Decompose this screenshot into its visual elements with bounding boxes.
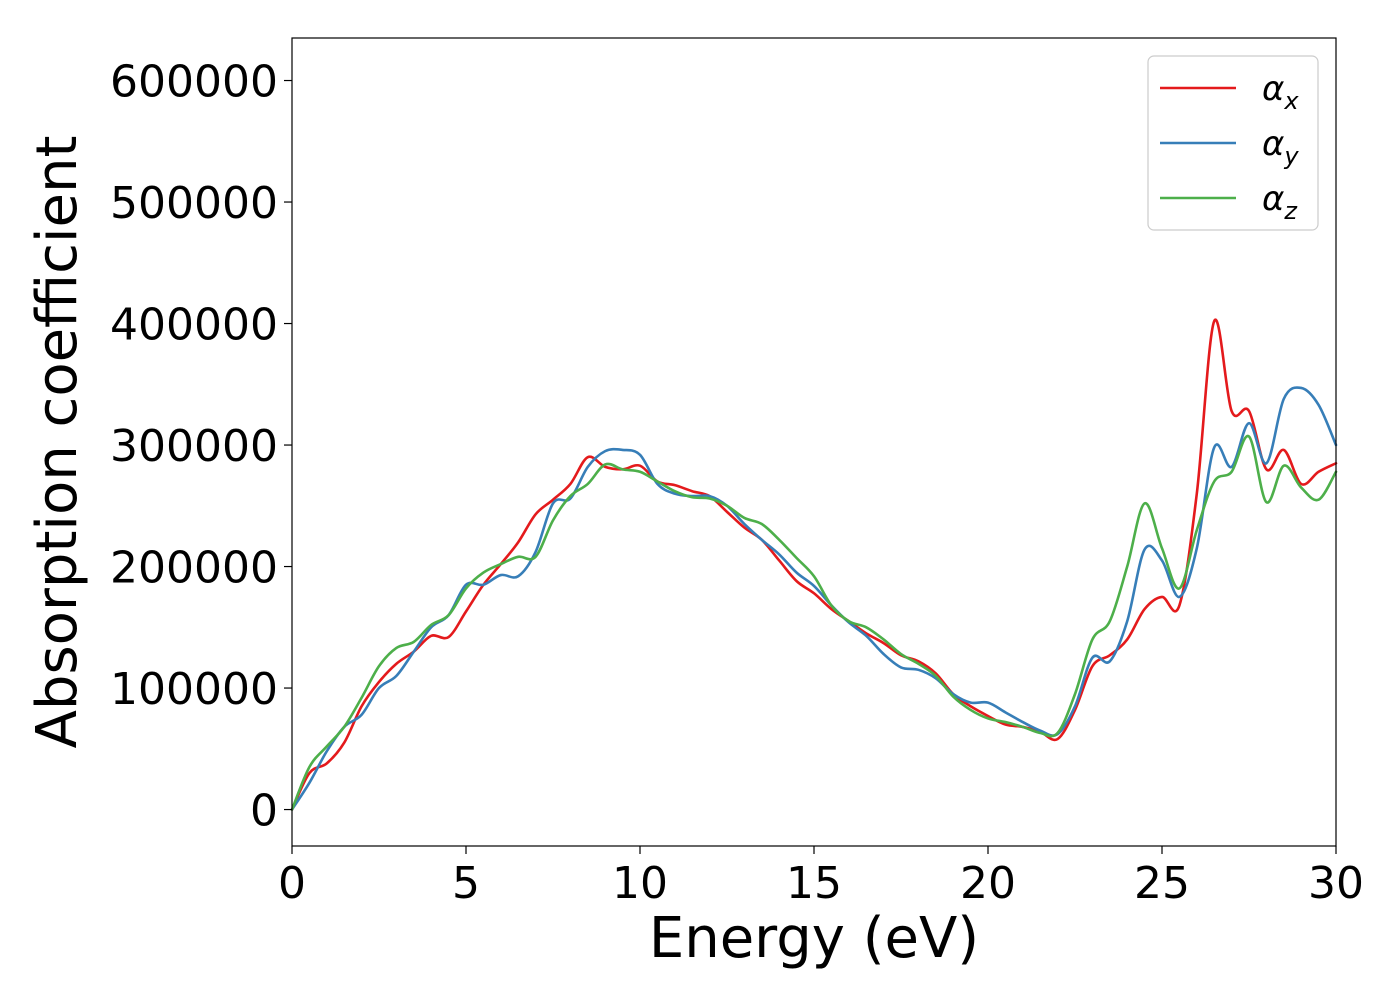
legend: αx αy αz (1147, 55, 1319, 231)
x-tick-label: 10 (612, 858, 668, 909)
x-tick-label: 15 (786, 858, 842, 909)
plot-frame (291, 37, 1337, 847)
y-tick-label: 400000 (110, 300, 278, 351)
series-line-z (290, 434, 1338, 811)
legend-label-x: αx (1262, 69, 1299, 115)
x-tick-label: 5 (452, 858, 480, 909)
axis-ticks: 0 5 10 15 20 25 30 0 100000 200000 300000 400000 500… (110, 57, 1364, 909)
x-axis-label: Energy (eV) (649, 906, 979, 971)
x-tick-label: 0 (278, 858, 306, 909)
y-tick-label: 100000 (110, 664, 278, 715)
x-tick-label: 30 (1308, 858, 1364, 909)
y-tick-label: 200000 (110, 543, 278, 594)
x-tick-label: 25 (1134, 858, 1190, 909)
legend-label-y: αy (1262, 124, 1299, 170)
y-tick-label: 600000 (110, 57, 278, 108)
series-line-y (290, 386, 1338, 811)
y-tick-label: 500000 (110, 178, 278, 229)
legend-label-z: αz (1262, 179, 1298, 225)
plot-area (290, 318, 1338, 811)
y-tick-label: 0 (250, 786, 278, 837)
y-tick-label: 300000 (110, 421, 278, 472)
series-line-x (290, 318, 1338, 811)
y-axis-label: Absorption coefficient (25, 136, 90, 749)
x-tick-label: 20 (960, 858, 1016, 909)
